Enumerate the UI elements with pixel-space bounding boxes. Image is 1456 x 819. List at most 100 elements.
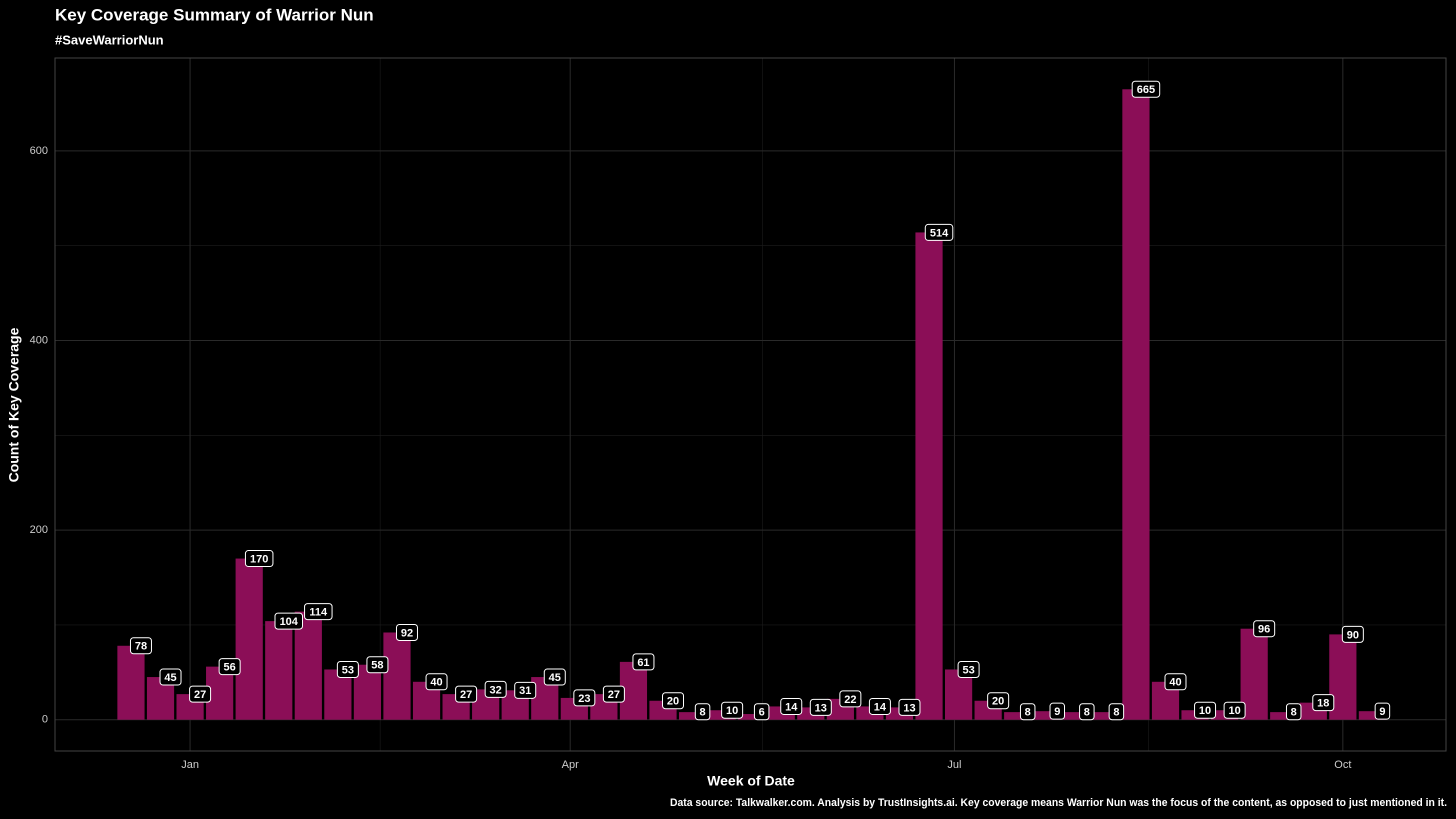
value-label: 13	[903, 702, 915, 714]
bar	[1122, 89, 1150, 720]
y-tick-label: 600	[30, 145, 48, 157]
value-label: 8	[1113, 707, 1119, 719]
value-label: 56	[224, 662, 236, 674]
value-label-box	[395, 623, 418, 641]
value-label-box	[898, 698, 921, 716]
value-label: 514	[930, 227, 949, 239]
bar	[265, 621, 293, 720]
value-label: 78	[135, 641, 147, 653]
value-label-box	[1131, 80, 1161, 98]
plot-border	[54, 57, 1447, 752]
value-label: 13	[815, 702, 827, 714]
chart-subtitle: #SaveWarriorNun	[55, 32, 164, 47]
value-label-box	[1019, 703, 1036, 721]
x-tick-label: Oct	[1334, 759, 1351, 771]
value-label-box	[1374, 702, 1391, 720]
value-label-box	[484, 680, 507, 698]
value-label: 14	[874, 701, 887, 713]
value-label-box	[1108, 703, 1125, 721]
value-label-box	[425, 673, 448, 691]
value-label-box	[514, 681, 537, 699]
value-label-box	[244, 550, 274, 568]
value-label-box	[1164, 673, 1187, 691]
value-label: 22	[844, 694, 856, 706]
value-label-box	[632, 653, 655, 671]
value-label: 114	[309, 607, 328, 619]
value-label-box	[780, 697, 803, 715]
value-label: 27	[460, 689, 472, 701]
bar	[1004, 712, 1032, 720]
value-label-box	[129, 637, 152, 655]
value-label: 40	[1169, 677, 1181, 689]
value-label-box	[753, 703, 770, 721]
value-label-box	[455, 685, 478, 703]
value-label-box	[694, 703, 711, 721]
value-label: 8	[1084, 707, 1090, 719]
value-label-box	[957, 660, 980, 678]
value-label-box	[1312, 694, 1335, 712]
value-label: 170	[250, 553, 268, 565]
bar	[1270, 712, 1298, 720]
value-label-box	[218, 658, 241, 676]
value-label-box	[1223, 701, 1246, 719]
value-label-box	[1341, 625, 1364, 643]
value-label: 8	[1025, 707, 1031, 719]
caption: Data source: Talkwalker.com. Analysis by…	[670, 797, 1447, 809]
value-label: 27	[194, 689, 206, 701]
value-label-box	[274, 612, 304, 630]
bar	[383, 632, 411, 720]
value-label: 665	[1137, 84, 1155, 96]
value-label: 61	[637, 657, 649, 669]
value-label-box	[366, 656, 389, 674]
y-axis-title: Count of Key Coverage	[6, 327, 22, 482]
value-label: 53	[962, 664, 974, 676]
value-label-box	[839, 690, 862, 708]
value-label-box	[543, 668, 566, 686]
value-label: 90	[1347, 629, 1359, 641]
value-label-box	[1079, 703, 1095, 721]
x-tick-label: Apr	[562, 759, 579, 771]
bar	[678, 712, 707, 720]
value-label: 104	[280, 616, 299, 628]
value-label-box	[159, 668, 182, 686]
value-label-box	[1194, 701, 1217, 719]
bar	[117, 645, 145, 720]
value-label-box	[1253, 620, 1276, 638]
bar	[1063, 712, 1091, 720]
value-label: 45	[549, 672, 561, 684]
value-label-box	[189, 685, 212, 703]
value-label: 23	[578, 693, 590, 705]
bar	[1033, 711, 1061, 720]
chart-title: Key Coverage Summary of Warrior Nun	[55, 5, 374, 24]
value-label: 96	[1258, 624, 1270, 636]
value-label: 14	[785, 701, 798, 713]
value-label: 31	[519, 685, 531, 697]
value-label: 8	[1291, 707, 1297, 719]
value-label: 18	[1317, 698, 1329, 710]
value-label: 53	[342, 664, 354, 676]
y-tick-label: 200	[30, 524, 48, 536]
value-label-box	[1049, 702, 1066, 720]
value-label-box	[868, 697, 891, 715]
value-label-box	[1285, 703, 1302, 721]
bar	[1358, 711, 1386, 720]
x-tick-label: Jan	[181, 759, 199, 771]
value-label-box	[662, 692, 685, 710]
value-label-box	[336, 660, 359, 678]
value-label: 8	[700, 707, 706, 719]
value-label: 10	[1199, 705, 1211, 717]
bar	[294, 611, 322, 720]
value-label: 10	[726, 705, 738, 717]
bar	[1092, 712, 1120, 720]
value-label: 9	[1379, 706, 1385, 718]
value-label: 27	[608, 689, 620, 701]
value-label-box	[304, 603, 333, 621]
value-label: 45	[164, 672, 176, 684]
x-tick-label: Jul	[947, 759, 961, 771]
x-axis-title: Week of Date	[707, 773, 795, 789]
value-label-box	[924, 223, 954, 241]
value-label: 32	[490, 684, 502, 696]
value-label: 10	[1228, 705, 1240, 717]
value-label: 9	[1054, 706, 1060, 718]
value-label-box	[721, 701, 744, 719]
